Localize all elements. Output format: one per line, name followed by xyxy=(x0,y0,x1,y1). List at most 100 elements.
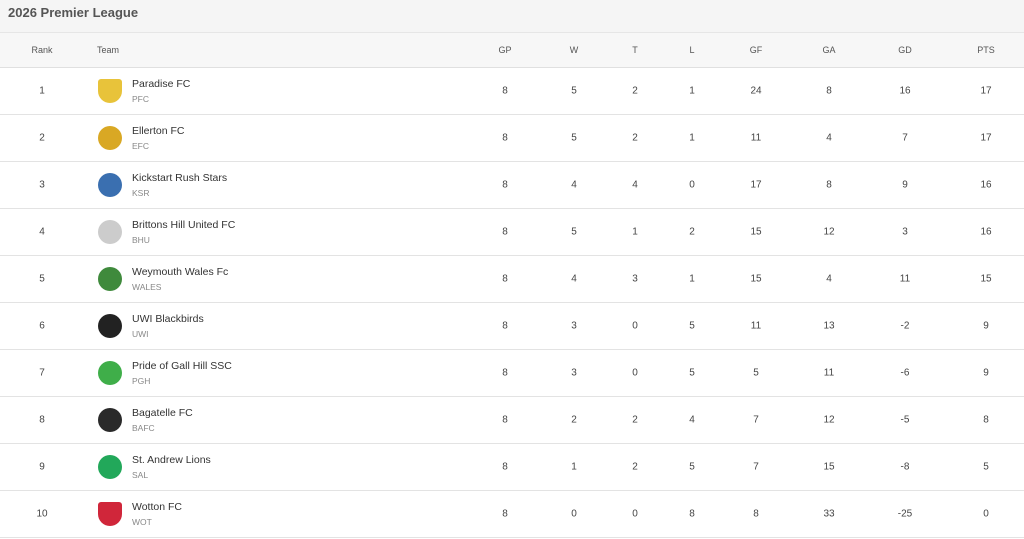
cell-ga: 4 xyxy=(826,132,832,144)
team-name[interactable]: Wotton FC xyxy=(132,501,182,513)
standings-table: 1 8 5 2 1 24 8 16 17 Paradise FC PFC 2 8 5 2 1 11 4 7 17 Ell… xyxy=(0,68,1024,538)
cell-l: 1 xyxy=(689,85,695,97)
table-row[interactable]: 8 8 2 2 4 7 12 -5 8 Bagatelle FC BAFC xyxy=(0,397,1024,444)
team-name[interactable]: Paradise FC xyxy=(132,78,191,90)
cell-w: 3 xyxy=(571,367,577,379)
table-row[interactable]: 3 8 4 4 0 17 8 9 16 Kickstart Rush Stars KSR xyxy=(0,162,1024,209)
team-name[interactable]: St. Andrew Lions xyxy=(132,454,211,466)
team-abbr: WOT xyxy=(132,517,152,527)
cell-t: 1 xyxy=(632,226,638,238)
team-name[interactable]: UWI Blackbirds xyxy=(132,313,204,325)
col-ga[interactable]: GA xyxy=(822,45,836,55)
col-rank[interactable]: Rank xyxy=(31,45,53,55)
team-abbr: BAFC xyxy=(132,423,155,433)
team-name[interactable]: Bagatelle FC xyxy=(132,407,193,419)
team-abbr: UWI xyxy=(132,329,149,339)
team-abbr: PGH xyxy=(132,376,151,386)
cell-w: 1 xyxy=(571,461,577,473)
cell-gd: -2 xyxy=(900,320,910,332)
col-w[interactable]: W xyxy=(569,45,579,55)
cell-ga: 12 xyxy=(823,414,835,426)
col-l[interactable]: L xyxy=(689,45,695,55)
cell-gf: 8 xyxy=(753,508,759,520)
cell-gd: -5 xyxy=(900,414,910,426)
cell-t: 2 xyxy=(632,414,638,426)
cell-l: 5 xyxy=(689,461,695,473)
cell-l: 4 xyxy=(689,414,695,426)
cell-w: 0 xyxy=(571,508,577,520)
cell-gp: 8 xyxy=(502,461,508,473)
cell-ga: 12 xyxy=(823,226,835,238)
team-logo-crest-icon xyxy=(98,408,122,432)
cell-w: 5 xyxy=(571,132,577,144)
cell-t: 0 xyxy=(632,320,638,332)
team-logo-bird-icon xyxy=(98,314,122,338)
cell-rank: 7 xyxy=(39,367,45,379)
team-logo-crest-icon xyxy=(98,267,122,291)
col-t[interactable]: T xyxy=(632,45,638,55)
cell-gp: 8 xyxy=(502,508,508,520)
cell-t: 0 xyxy=(632,367,638,379)
cell-gd: 3 xyxy=(902,226,908,238)
cell-gf: 11 xyxy=(750,132,762,144)
cell-t: 2 xyxy=(632,132,638,144)
cell-gp: 8 xyxy=(502,414,508,426)
cell-gf: 5 xyxy=(753,367,759,379)
cell-pts: 8 xyxy=(983,414,989,426)
team-name[interactable]: Weymouth Wales Fc xyxy=(132,266,229,278)
cell-ga: 8 xyxy=(826,179,832,191)
col-gd[interactable]: GD xyxy=(898,45,912,55)
cell-l: 0 xyxy=(689,179,695,191)
col-gp[interactable]: GP xyxy=(498,45,512,55)
team-name[interactable]: Kickstart Rush Stars xyxy=(132,172,228,184)
cell-w: 2 xyxy=(571,414,577,426)
cell-rank: 6 xyxy=(39,320,45,332)
cell-ga: 13 xyxy=(823,320,835,332)
col-team[interactable]: Team xyxy=(97,45,120,55)
cell-gf: 24 xyxy=(750,85,762,97)
team-logo-crest-icon xyxy=(98,126,122,150)
table-row[interactable]: 7 8 3 0 5 5 11 -6 9 Pride of Gall Hill SSC PGH xyxy=(0,350,1024,397)
cell-pts: 16 xyxy=(980,179,992,191)
table-row[interactable]: 10 8 0 0 8 8 33 -25 0 Wotton FC WOT xyxy=(0,491,1024,538)
cell-rank: 2 xyxy=(39,132,45,144)
team-name[interactable]: Pride of Gall Hill SSC xyxy=(132,360,232,372)
cell-gf: 15 xyxy=(750,273,762,285)
cell-rank: 5 xyxy=(39,273,45,285)
table-header: Rank Team GP W T L GF GA GD PTS xyxy=(0,33,1024,68)
team-abbr: EFC xyxy=(132,141,149,151)
cell-l: 2 xyxy=(689,226,695,238)
team-logo-crest-icon xyxy=(98,173,122,197)
team-abbr: SAL xyxy=(132,470,149,480)
col-pts[interactable]: PTS xyxy=(977,45,995,55)
cell-l: 5 xyxy=(689,367,695,379)
cell-t: 4 xyxy=(632,179,638,191)
table-row[interactable]: 5 8 4 3 1 15 4 11 15 Weymouth Wales Fc WALES xyxy=(0,256,1024,303)
cell-gp: 8 xyxy=(502,273,508,285)
table-row[interactable]: 9 8 1 2 5 7 15 -8 5 St. Andrew Lions SAL xyxy=(0,444,1024,491)
cell-pts: 9 xyxy=(983,367,989,379)
team-abbr: BHU xyxy=(132,235,150,245)
league-title: 2026 Premier League xyxy=(0,0,1024,33)
cell-gp: 8 xyxy=(502,179,508,191)
cell-gp: 8 xyxy=(502,367,508,379)
team-name[interactable]: Brittons Hill United FC xyxy=(132,219,236,231)
col-gf[interactable]: GF xyxy=(749,45,763,55)
cell-ga: 11 xyxy=(823,367,835,379)
cell-w: 4 xyxy=(571,179,577,191)
table-row[interactable]: 1 8 5 2 1 24 8 16 17 Paradise FC PFC xyxy=(0,68,1024,115)
cell-pts: 9 xyxy=(983,320,989,332)
cell-pts: 17 xyxy=(980,85,992,97)
table-row[interactable]: 6 8 3 0 5 11 13 -2 9 UWI Blackbirds UWI xyxy=(0,303,1024,350)
cell-ga: 4 xyxy=(826,273,832,285)
table-row[interactable]: 4 8 5 1 2 15 12 3 16 Brittons Hill United FC BHU xyxy=(0,209,1024,256)
cell-t: 2 xyxy=(632,461,638,473)
cell-l: 8 xyxy=(689,508,695,520)
table-row[interactable]: 2 8 5 2 1 11 4 7 17 Ellerton FC EFC xyxy=(0,115,1024,162)
cell-rank: 4 xyxy=(39,226,45,238)
cell-gf: 17 xyxy=(750,179,762,191)
cell-gd: -25 xyxy=(897,508,913,520)
cell-gp: 8 xyxy=(502,132,508,144)
team-name[interactable]: Ellerton FC xyxy=(132,125,185,137)
cell-gp: 8 xyxy=(502,320,508,332)
